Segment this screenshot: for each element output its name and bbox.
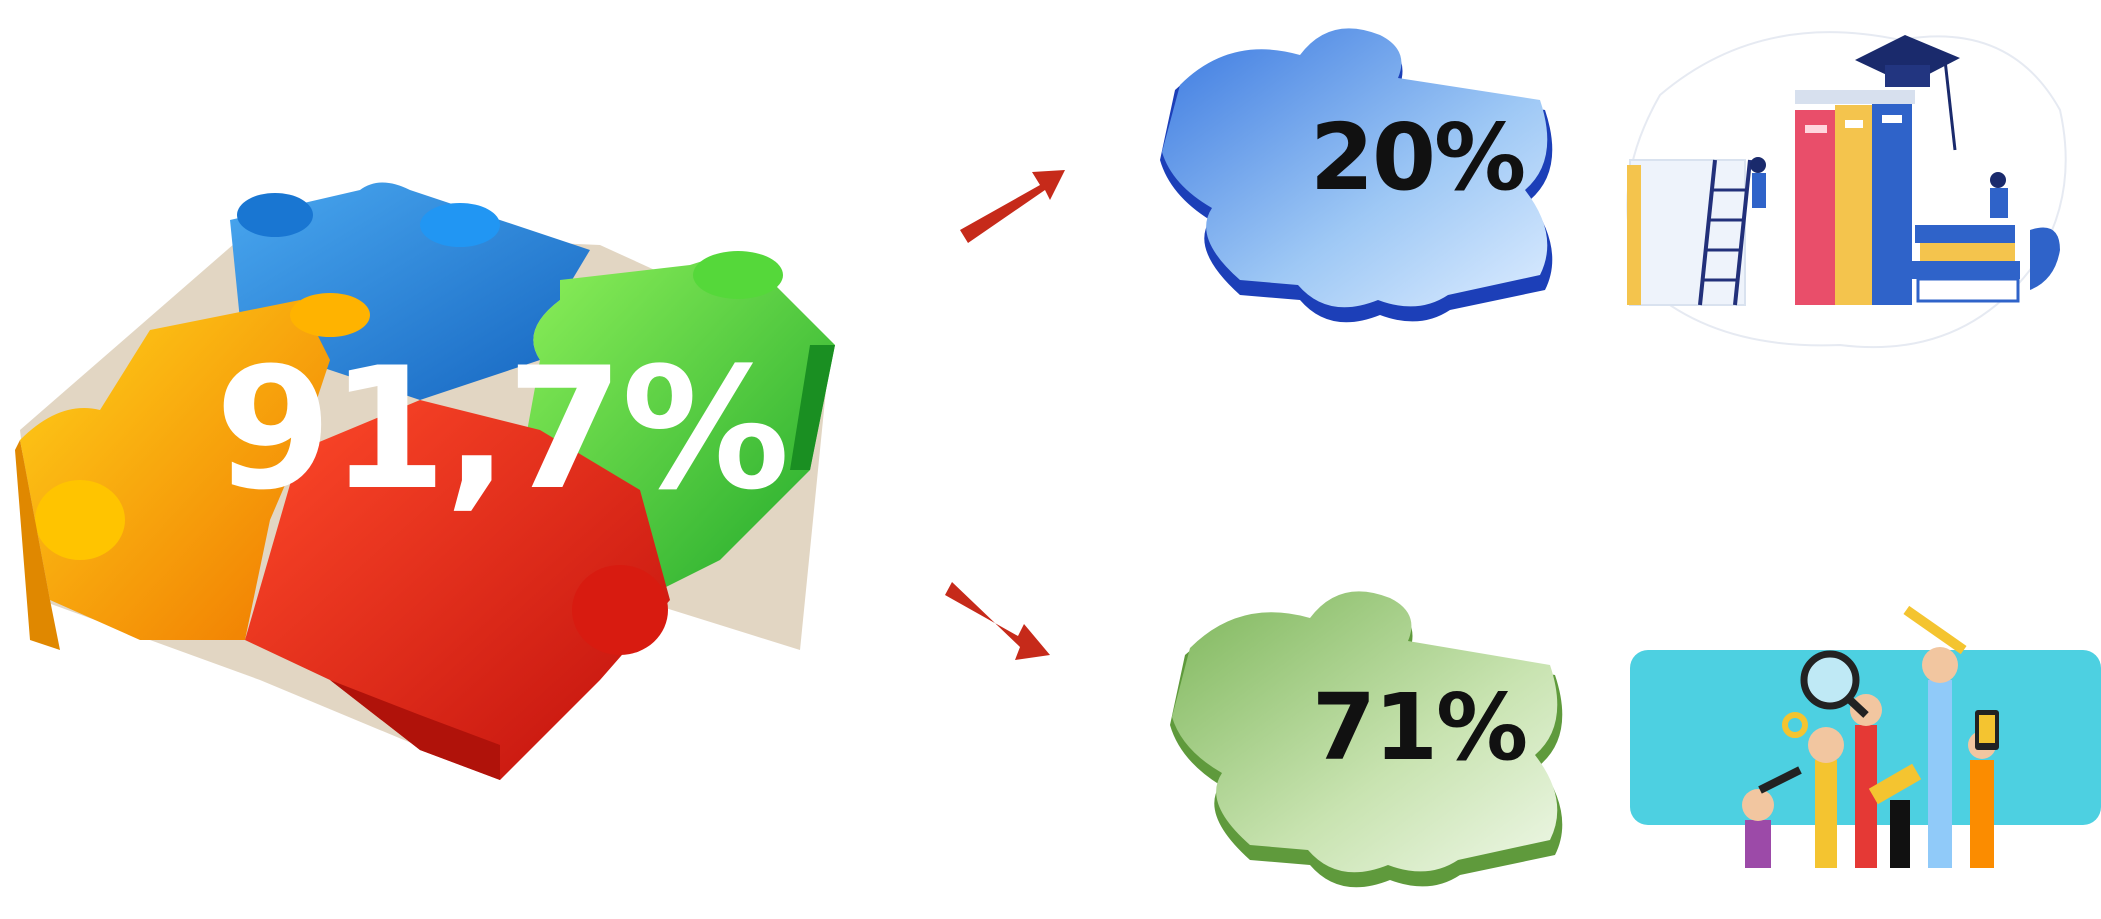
top-branch-percentage: 20% bbox=[1310, 104, 1526, 211]
bottom-branch-percentage: 71% bbox=[1312, 674, 1528, 781]
puzzle-piece-green-icon bbox=[1170, 591, 1563, 888]
puzzle-piece-orange bbox=[15, 293, 370, 650]
arrow-up-right-icon bbox=[960, 170, 1065, 243]
main-percentage: 91,7% bbox=[215, 331, 790, 527]
puzzle-piece-red bbox=[245, 400, 670, 780]
books-education-illustration bbox=[1626, 31, 2067, 349]
arrow-down-right-icon bbox=[945, 582, 1050, 660]
puzzle-cluster-icon bbox=[15, 182, 835, 780]
puzzle-piece-blue-icon bbox=[1160, 28, 1553, 323]
raised-hands-tools-illustration bbox=[1630, 605, 2101, 868]
